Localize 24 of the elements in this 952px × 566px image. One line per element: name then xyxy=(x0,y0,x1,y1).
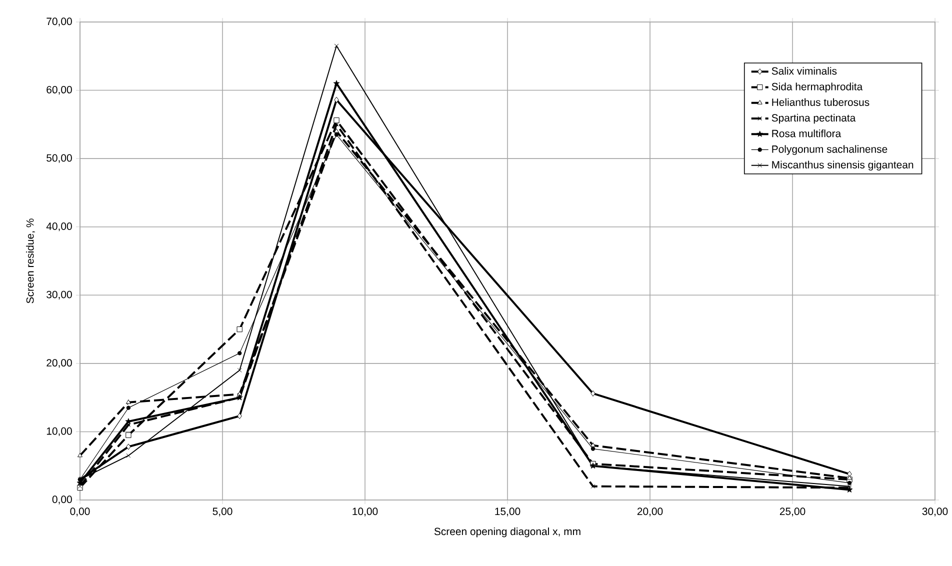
legend-label: Spartina pectinata xyxy=(772,114,856,124)
x-tick-label: 10,00 xyxy=(352,508,378,516)
y-tick-label: 30,00 xyxy=(46,290,72,300)
y-tick-label: 20,00 xyxy=(46,359,72,368)
legend-label: Miscanthus sinensis gigantean xyxy=(772,160,914,171)
y-tick-label: 60,00 xyxy=(46,86,72,95)
x-axis-title: Screen opening diagonal x, mm xyxy=(434,527,580,538)
legend-label: Sida hermaphrodita xyxy=(772,82,863,92)
legend-label: Rosa multiflora xyxy=(772,130,842,138)
x-tick-label: 5,00 xyxy=(212,508,232,516)
legend-label: Helianthus tuberosus xyxy=(772,98,870,106)
x-tick-label: 15,00 xyxy=(495,508,520,516)
y-tick-label: 40,00 xyxy=(46,222,72,232)
y-axis-title: Screen residue, % xyxy=(26,218,35,304)
y-tick-label: 10,00 xyxy=(46,427,72,436)
x-tick-label: 0,00 xyxy=(70,508,90,516)
legend-label: Salix viminalis xyxy=(772,67,837,75)
y-tick-label: 0,00 xyxy=(52,496,72,504)
x-tick-label: 20,00 xyxy=(637,508,663,516)
x-tick-label: 30,00 xyxy=(922,508,948,516)
y-tick-label: 50,00 xyxy=(46,154,72,163)
legend-label: Polygonum sachalinense xyxy=(772,145,888,155)
y-tick-label: 70,00 xyxy=(46,18,72,26)
x-tick-label: 25,00 xyxy=(780,508,806,516)
